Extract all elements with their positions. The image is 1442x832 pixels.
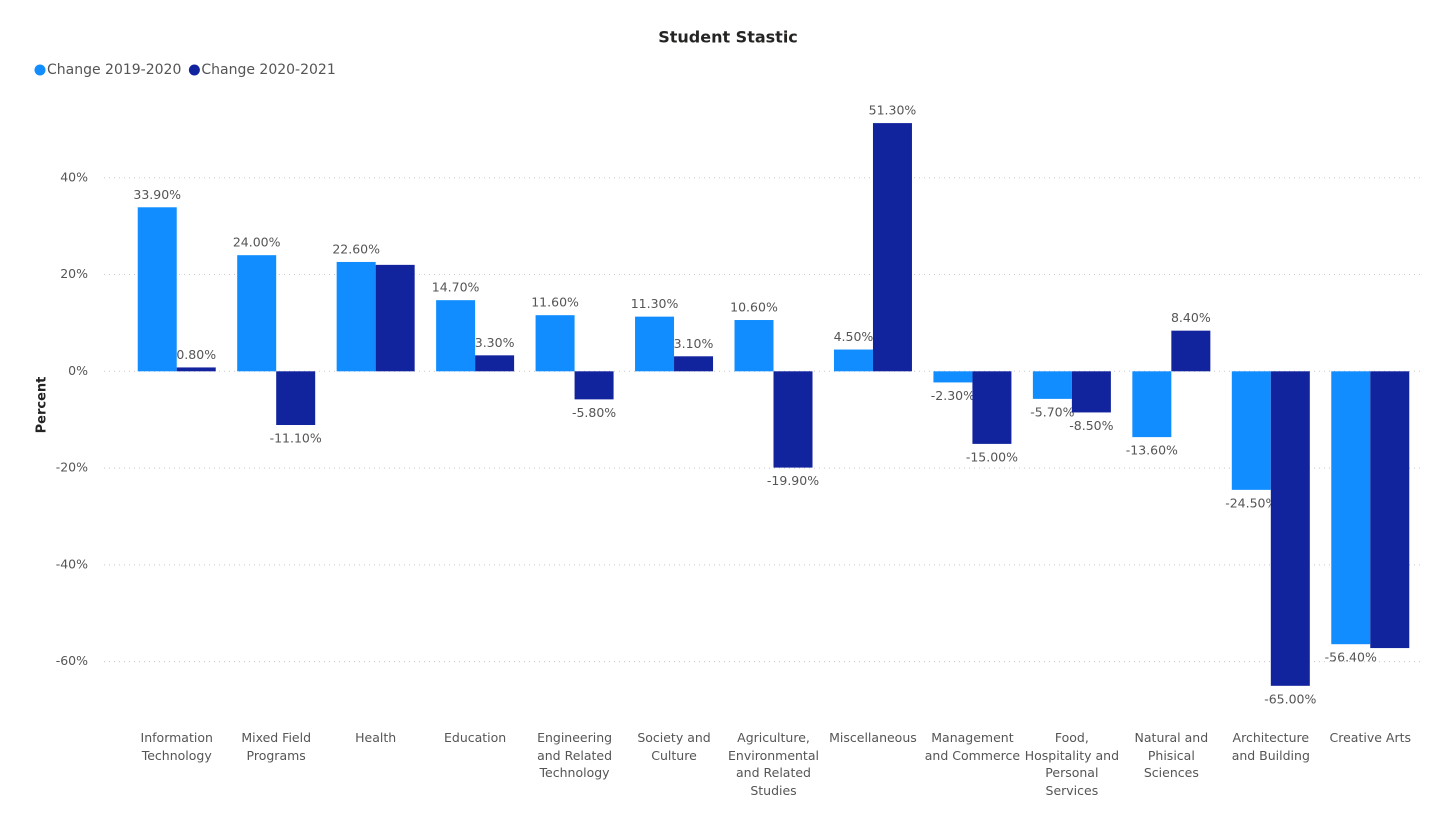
x-tick-label: Food, Hospitality and Personal Services	[1024, 730, 1119, 798]
bar	[1171, 330, 1211, 372]
bar	[674, 356, 714, 372]
chart-title: Student Stastic	[658, 28, 798, 47]
bar	[933, 371, 973, 383]
x-tick-label: Mixed Field Programs	[241, 730, 312, 763]
bar	[1032, 371, 1072, 399]
bar	[137, 207, 177, 372]
y-tick-label: -20%	[56, 460, 88, 475]
data-label: 51.30%	[869, 103, 917, 118]
data-label: -13.60%	[1126, 443, 1178, 458]
y-tick-label: 40%	[60, 169, 88, 184]
bar	[436, 300, 476, 372]
bar	[773, 371, 813, 468]
x-tick-label: Engineering and Related Technology	[537, 730, 613, 780]
bar	[1071, 371, 1111, 413]
y-tick-label: -60%	[56, 653, 88, 668]
bar	[635, 316, 675, 372]
data-label: -8.50%	[1069, 418, 1113, 433]
bar	[734, 320, 774, 372]
x-tick-label: Miscellaneous	[829, 730, 917, 745]
y-tick-label: 0%	[68, 363, 88, 378]
data-label: 14.70%	[432, 280, 480, 295]
data-label: -56.40%	[1325, 650, 1377, 665]
data-label: -19.90%	[767, 473, 819, 488]
data-label: 11.60%	[531, 295, 579, 310]
bar	[475, 355, 515, 372]
bar	[972, 371, 1012, 444]
x-tick-label: Information Technology	[140, 730, 213, 763]
data-label: 33.90%	[133, 187, 181, 202]
bar	[535, 315, 575, 372]
bar	[336, 261, 376, 372]
data-label: -11.10%	[270, 431, 322, 446]
x-tick-label: Management and Commerce	[924, 730, 1021, 763]
bar	[1270, 371, 1310, 686]
bar	[375, 264, 415, 372]
data-label: -2.30%	[931, 388, 975, 403]
bar	[1370, 371, 1410, 649]
bar	[574, 371, 614, 400]
data-label: 0.80%	[176, 347, 216, 362]
data-label: 3.30%	[475, 335, 515, 350]
data-label: 8.40%	[1171, 310, 1211, 325]
data-label: 3.10%	[674, 336, 714, 351]
bar	[1132, 371, 1172, 438]
data-label: 22.60%	[332, 241, 380, 256]
y-axis-label: Percent	[35, 377, 50, 434]
x-tick-label: Society and Culture	[637, 730, 711, 763]
x-tick-label: Natural and Phisical Sciences	[1134, 730, 1209, 780]
data-label: 10.60%	[730, 300, 778, 315]
data-label: -5.70%	[1030, 404, 1074, 419]
x-tick-label: Health	[355, 730, 397, 745]
data-label: 24.00%	[233, 235, 281, 250]
bar	[833, 349, 873, 372]
bar	[176, 367, 216, 372]
legend-label: Change 2019-2020	[47, 62, 181, 78]
data-label: 11.30%	[631, 296, 679, 311]
data-label: 4.50%	[834, 329, 874, 344]
y-tick-label: -40%	[56, 556, 88, 571]
bar	[237, 255, 277, 372]
data-label: -5.80%	[572, 405, 616, 420]
data-label: -65.00%	[1264, 691, 1316, 706]
y-tick-label: 20%	[60, 266, 88, 281]
bar	[872, 123, 912, 372]
legend-marker	[188, 64, 200, 76]
x-tick-label: Education	[443, 730, 507, 745]
bar	[1231, 371, 1271, 490]
data-label: -15.00%	[966, 449, 1018, 464]
legend-marker	[34, 64, 46, 76]
data-label: -24.50%	[1225, 495, 1277, 510]
bar	[276, 371, 316, 426]
x-tick-label: Agriculture, Environmental and Related S…	[728, 730, 819, 798]
x-tick-label: Creative Arts	[1329, 730, 1411, 745]
bar	[1331, 371, 1371, 645]
x-tick-label: Architecture and Building	[1231, 730, 1310, 763]
legend-label: Change 2020-2021	[201, 62, 335, 78]
